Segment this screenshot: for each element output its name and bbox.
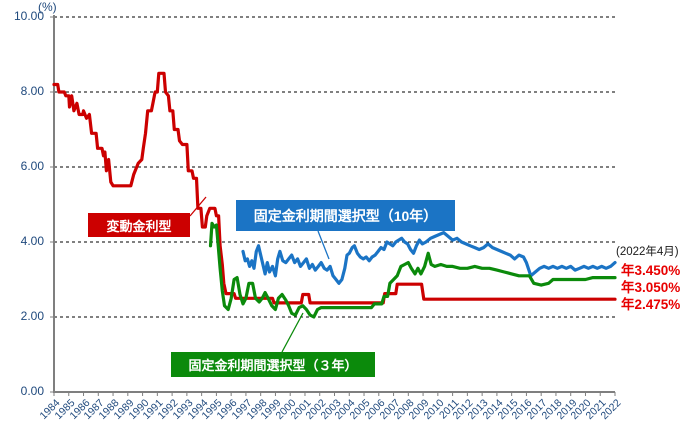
end-value-label-variable-rate: 年2.475% — [621, 297, 681, 312]
y-axis-tick-label: 2.00 — [20, 309, 44, 323]
y-axis-tick-label: 10.00 — [13, 9, 44, 23]
legend-callout-variable-rate: 変動金利型 — [88, 213, 190, 237]
y-axis-unit-label: (%) — [38, 0, 57, 14]
end-value-label-fixed-10yr: 年3.450% — [621, 263, 681, 278]
y-axis-tick-label: 0.00 — [20, 384, 44, 398]
leader-variable-rate — [189, 196, 207, 217]
series-line-variable-rate — [52, 71, 617, 305]
as-of-date-note: (2022年4月) — [616, 246, 679, 258]
leader-fixed-3yr — [281, 312, 304, 353]
y-axis-tick-label: 6.00 — [20, 159, 44, 173]
series-line-fixed-period-10yr — [241, 231, 617, 285]
end-value-label-fixed-3yr: 年3.050% — [621, 280, 681, 295]
legend-callout-fixed-10yr: 固定金利期間選択型（10年） — [236, 200, 455, 231]
leader-fixed-10yr — [317, 230, 330, 260]
y-axis-tick-label: 8.00 — [20, 84, 44, 98]
y-axis-tick-label: 4.00 — [20, 234, 44, 248]
legend-callout-fixed-3yr: 固定金利期間選択型（３年） — [171, 352, 375, 377]
series-line-fixed-period-3yr — [208, 221, 617, 319]
